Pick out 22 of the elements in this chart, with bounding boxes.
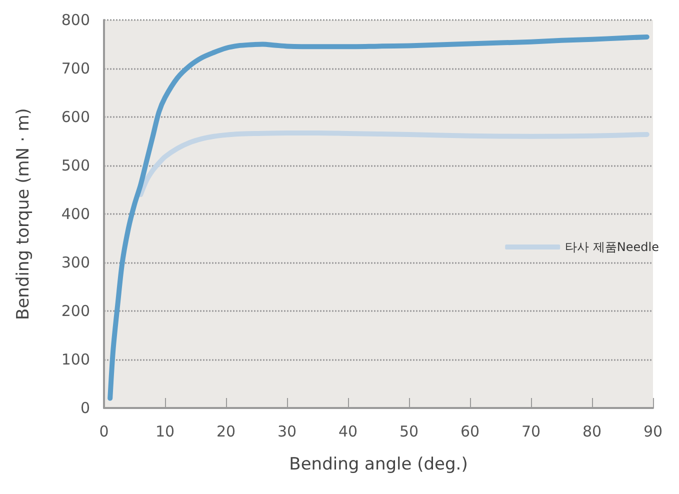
- legend-label: 타사 제품Needle: [565, 240, 659, 254]
- y-tick-label: 200: [61, 302, 90, 320]
- y-tick-label: 800: [61, 11, 90, 29]
- y-axis-title: Bending torque (mN · m): [14, 108, 34, 320]
- x-tick-label: 10: [155, 422, 175, 440]
- x-tick-label: 70: [521, 422, 541, 440]
- x-tick-label: 0: [99, 422, 109, 440]
- y-tick-label: 0: [80, 399, 90, 417]
- x-tick-label: 30: [277, 422, 297, 440]
- y-tick-label: 400: [61, 205, 90, 223]
- y-tick-label: 600: [61, 108, 90, 126]
- y-tick-label: 300: [61, 254, 90, 272]
- y-tick-label: 700: [61, 60, 90, 78]
- x-tick-label: 80: [582, 422, 602, 440]
- x-tick-label: 20: [216, 422, 236, 440]
- x-tick-label: 60: [460, 422, 480, 440]
- y-tick-label: 100: [61, 350, 90, 368]
- x-axis-title: Bending angle (deg.): [289, 454, 468, 474]
- x-tick-label: 40: [338, 422, 358, 440]
- x-tick-label: 90: [643, 422, 663, 440]
- x-tick-label: 50: [399, 422, 419, 440]
- y-tick-label: 500: [61, 156, 90, 174]
